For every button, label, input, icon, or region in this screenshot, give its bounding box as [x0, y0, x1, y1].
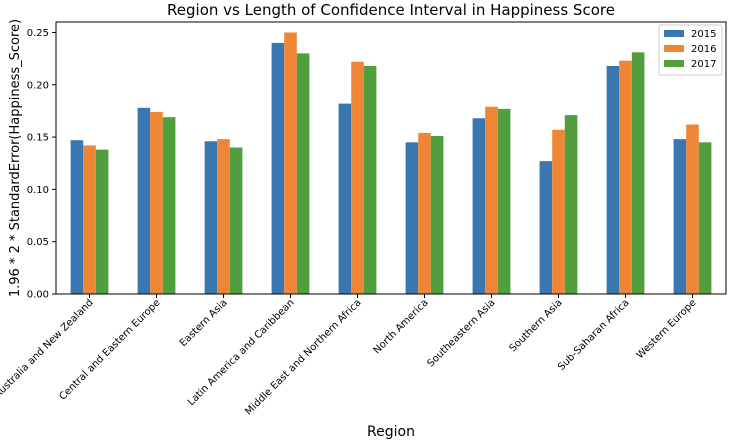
y-tick-label: 0.15 — [27, 133, 49, 144]
bar-2017-5 — [430, 136, 444, 294]
y-tick-label: 0.25 — [27, 28, 49, 39]
x-tick-label: North America — [372, 297, 431, 356]
y-tick-label: 0.00 — [27, 290, 49, 301]
bar-2015-9 — [673, 139, 687, 294]
plot-frame — [55, 21, 727, 295]
x-tick-label: Latin America and Caribbean — [186, 297, 297, 408]
x-tick-label: Western Europe — [635, 297, 699, 361]
bar-2015-1 — [137, 107, 151, 294]
bar-2016-6 — [485, 106, 498, 295]
bar-2016-1 — [150, 111, 163, 294]
bars-layer — [70, 32, 712, 295]
bar-2016-9 — [686, 124, 699, 295]
x-axis-title: Region — [367, 424, 415, 440]
legend-label-2015: 2015 — [691, 29, 716, 40]
x-tick-label: Southeastern Asia — [425, 297, 497, 369]
bar-2017-3 — [296, 53, 310, 294]
chart-title: Region vs Length of Confidence Interval … — [167, 1, 615, 19]
bar-2017-7 — [564, 115, 578, 294]
bar-2017-0 — [95, 149, 109, 294]
legend-label-2017: 2017 — [691, 59, 716, 70]
bar-2015-6 — [472, 118, 486, 294]
bar-2017-8 — [631, 52, 645, 295]
y-tick-label: 0.10 — [27, 185, 49, 196]
bar-2015-2 — [204, 141, 218, 294]
bar-2017-4 — [363, 65, 377, 294]
bar-2017-2 — [229, 147, 243, 294]
bar-2016-3 — [284, 32, 297, 295]
bar-2017-6 — [497, 108, 511, 294]
bar-2016-7 — [552, 129, 565, 294]
bar-2016-5 — [418, 132, 431, 294]
x-tick-label: Sub-Saharan Africa — [556, 297, 632, 373]
x-tick-label: Eastern Asia — [178, 297, 230, 349]
legend: 2015 2016 2017 — [658, 24, 723, 76]
bar-2017-9 — [698, 142, 712, 294]
legend-label-2016: 2016 — [691, 44, 716, 55]
legend-swatch-2016 — [664, 45, 684, 52]
y-tick-label: 0.05 — [27, 237, 49, 248]
bar-2017-1 — [162, 117, 176, 294]
bar-2015-8 — [606, 65, 620, 294]
legend-swatch-2015 — [664, 30, 684, 37]
y-axis-title: 1.96 * 2 * StandardError(Happiness_Score… — [8, 19, 23, 297]
bar-2016-8 — [619, 60, 632, 295]
bar-2015-3 — [271, 42, 285, 294]
x-tick-label: Southern Asia — [508, 297, 565, 354]
bar-2015-0 — [70, 140, 84, 294]
legend-swatch-2017 — [664, 60, 684, 67]
x-tick-label: Middle East and Northern Africa — [243, 297, 363, 417]
y-tick-label: 0.20 — [27, 80, 49, 91]
bar-2016-0 — [83, 145, 96, 294]
bar-2015-5 — [405, 142, 419, 294]
bar-2015-7 — [539, 161, 553, 294]
bar-2016-2 — [217, 139, 230, 294]
bar-2015-4 — [338, 103, 352, 294]
bar-2016-4 — [351, 61, 364, 294]
y-axis: 0.00 0.05 0.10 0.15 0.20 0.25 — [27, 28, 56, 301]
